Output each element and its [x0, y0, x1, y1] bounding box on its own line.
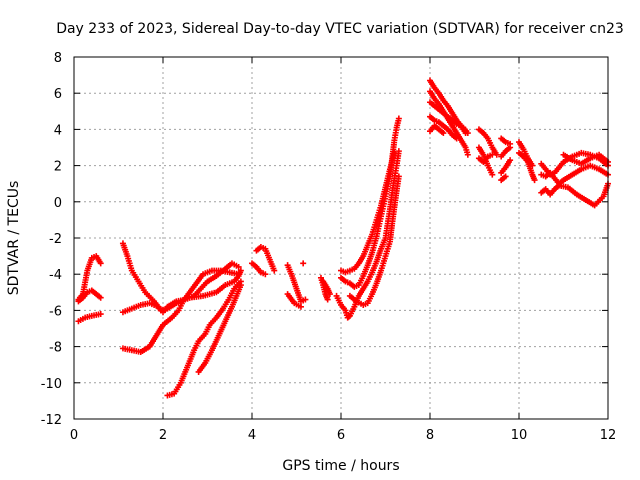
data-point: [235, 263, 242, 270]
plot-frame: [73, 56, 609, 420]
series-track-11: [284, 262, 309, 305]
data-point: [345, 313, 352, 320]
series-track-31: [498, 173, 509, 184]
series-track-3: [75, 311, 104, 325]
series-track-10: [249, 260, 269, 278]
series-track-9: [253, 244, 278, 274]
series-track-16: [333, 148, 402, 321]
data-point: [395, 173, 402, 180]
data-point: [464, 151, 471, 158]
series-track-21: [427, 88, 471, 158]
series-track-13: [300, 260, 307, 267]
data-point: [395, 115, 402, 122]
series-track-33: [516, 149, 538, 184]
y-tick-label: 8: [54, 51, 62, 66]
series-track-30: [498, 157, 514, 176]
y-tick-label: 0: [54, 196, 62, 211]
data-point: [235, 271, 242, 278]
chart-title: Day 233 of 2023, Sidereal Day-to-day VTE…: [56, 21, 624, 37]
x-axis-title: GPS time / hours: [282, 458, 399, 474]
series-track-6: [119, 267, 242, 356]
x-tick-label: 2: [159, 428, 167, 443]
data-point: [262, 271, 269, 278]
y-tick-label: 4: [54, 123, 62, 138]
data-point: [302, 296, 309, 303]
data-point: [464, 130, 471, 137]
series-track-22: [427, 99, 471, 137]
data-point: [300, 260, 307, 267]
data-point: [502, 173, 509, 180]
data-point: [507, 157, 514, 164]
series-track-29: [498, 144, 514, 160]
series-track-23: [427, 113, 460, 142]
y-tick-label: 2: [54, 160, 62, 175]
y-tick-labels: -12 -10 -8 -6 -4 -2 0 2 4 6 8: [41, 51, 62, 428]
data-point: [297, 303, 304, 310]
data-point: [453, 135, 460, 142]
y-tick-label: -12: [41, 413, 62, 428]
data-point: [507, 144, 514, 151]
data-point: [97, 311, 104, 318]
data-point: [391, 149, 398, 156]
series-track-27: [475, 151, 496, 165]
data-point: [489, 171, 496, 178]
y-tick-label: 6: [54, 87, 62, 102]
series-track-24: [427, 122, 447, 137]
series-track-7: [164, 278, 244, 399]
data-point: [237, 282, 244, 289]
x-tick-labels: 0 2 4 6 8 10 12: [70, 428, 616, 443]
x-tick-label: 12: [600, 428, 617, 443]
data-point: [489, 151, 496, 158]
series-track-19: [346, 173, 402, 308]
y-tick-label: -10: [41, 377, 62, 392]
series-track-15: [320, 278, 333, 298]
data-point: [326, 291, 333, 298]
series-track-2: [75, 287, 104, 305]
data-points: [75, 77, 611, 399]
x-tick-label: 4: [248, 428, 256, 443]
data-point: [97, 294, 104, 301]
y-tick-label: -4: [49, 268, 62, 283]
y-tick-label: -8: [49, 341, 62, 356]
x-tick-label: 8: [426, 428, 434, 443]
series-track-8: [195, 282, 244, 375]
x-tick-label: 0: [70, 428, 78, 443]
data-point: [531, 177, 538, 184]
x-tick-label: 6: [337, 428, 345, 443]
data-point: [395, 148, 402, 155]
data-point: [324, 296, 331, 303]
data-point: [237, 267, 244, 274]
y-axis-title: SDTVAR / TECUs: [6, 181, 22, 296]
data-point: [271, 267, 278, 274]
series-track-25: [475, 126, 500, 158]
data-point: [97, 260, 104, 267]
series-track-36: [538, 180, 611, 209]
y-tick-label: -2: [49, 232, 62, 247]
y-tick-label: -6: [49, 304, 62, 319]
data-point: [440, 130, 447, 137]
series-track-12: [284, 291, 304, 310]
series-track-5: [119, 260, 242, 316]
series-track-35: [538, 162, 611, 187]
x-tick-label: 10: [511, 428, 528, 443]
grid-lines: [74, 57, 608, 419]
series-track-18: [338, 149, 398, 276]
